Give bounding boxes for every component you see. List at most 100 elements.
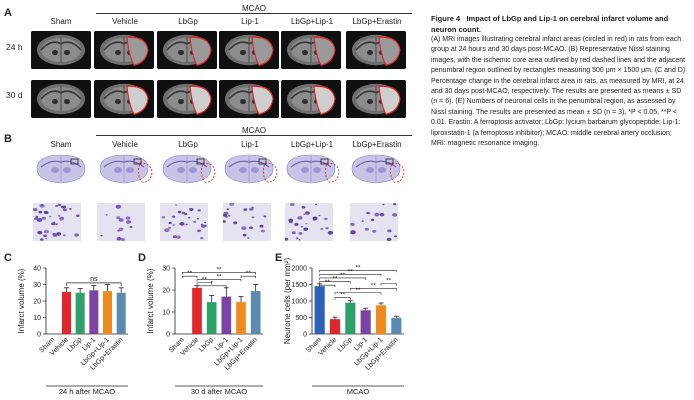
panel-a-row-30d: 30 d	[6, 90, 23, 100]
mri-image-lbgp-24h	[157, 31, 217, 69]
y-tick-label: 10	[162, 310, 170, 317]
sig-label: **	[246, 270, 252, 277]
x-axis-label: 30 d after MCAO	[191, 387, 247, 396]
panel-a-letter: A	[4, 7, 12, 19]
nissl-micrograph-sham	[33, 203, 81, 241]
sig-bracket	[350, 288, 397, 291]
mri-image-lbgp-lip-1-24h	[281, 31, 341, 69]
y-tick-label: 20	[33, 299, 41, 306]
ns-label: ns	[90, 276, 98, 283]
y-axis-label: Neurone cells (per mm²)	[283, 258, 292, 345]
bar-lbgp-erastin	[391, 317, 402, 334]
sig-label: **	[355, 264, 361, 271]
panel-b-header-lip1: Lip-1	[241, 140, 259, 149]
nissl-section-sham	[31, 149, 91, 189]
nissl-section-lip-1	[219, 149, 279, 189]
nissl-micrograph-lbgp-lip-1	[285, 203, 333, 241]
y-tick-label: 0	[37, 332, 41, 339]
bar-lip-1	[89, 290, 99, 334]
sig-label: **	[340, 292, 346, 299]
sig-bracket	[196, 282, 212, 285]
sig-bracket	[334, 297, 351, 300]
sig-label: **	[348, 268, 354, 275]
sig-label: **	[332, 276, 338, 283]
bar-vehicle	[61, 291, 72, 334]
panel-b-header-sham: Sham	[50, 140, 72, 149]
y-tick-label: 30	[33, 282, 41, 289]
mri-image-sham-24h	[31, 31, 91, 69]
panel-a-row-24h: 24 h	[6, 42, 23, 52]
nissl-micrograph-lip-1	[223, 203, 271, 241]
panel-c-letter: C	[4, 252, 12, 264]
panel-a-header-lbgp-erastin: LbGp+Erastin	[352, 17, 402, 26]
sig-label: **	[340, 272, 346, 279]
mri-image-lbgp-erastin-24h	[346, 31, 406, 69]
y-tick-label: 0	[166, 332, 170, 339]
nissl-micrograph-vehicle	[97, 203, 145, 241]
sig-label: **	[187, 270, 193, 277]
sig-label: *	[210, 280, 213, 287]
mri-image-lip-1-24h	[219, 31, 279, 69]
panel-a-header-lip1: Lip-1	[241, 17, 259, 26]
panel-b-mcao-line	[96, 135, 412, 136]
bar-lbgp-erastin	[116, 292, 126, 334]
x-axis-label: MCAO	[347, 387, 370, 396]
mri-image-lbgp-30d	[157, 80, 217, 118]
nissl-section-lbgp-lip-1	[281, 149, 341, 189]
bar-lip-1	[360, 310, 371, 334]
mri-image-vehicle-24h	[94, 31, 154, 69]
sig-label: **	[386, 278, 392, 285]
sig-label: **	[371, 282, 377, 289]
bar-vehicle	[329, 319, 341, 334]
sig-bracket	[196, 285, 227, 288]
bar-lbgp	[75, 292, 85, 334]
sig-label: **	[325, 279, 331, 286]
sig-bracket	[319, 270, 397, 273]
panel-a-mcao-label: MCAO	[242, 4, 266, 13]
nissl-micrograph-lbgp	[160, 203, 208, 241]
mri-image-lbgp-erastin-30d	[346, 80, 406, 118]
y-tick-label: 30	[162, 266, 170, 273]
y-axis-label: Infarct volume (%)	[17, 268, 26, 333]
panel-a-header-lbgp-lip1: LbGp+Lip-1	[290, 17, 334, 26]
figure-caption: Figure 4 Impact of LbGp and Lip-1 on cer…	[431, 14, 688, 149]
caption-title: Figure 4 Impact of LbGp and Lip-1 on cer…	[431, 14, 688, 35]
y-tick-label: 500	[295, 315, 307, 322]
bar-lbgp-lip-1	[236, 302, 246, 334]
caption-title-text: Impact of LbGp and Lip-1 on cerebral inf…	[431, 14, 669, 34]
panel-b-mcao-label: MCAO	[242, 126, 266, 135]
sig-bracket	[240, 275, 256, 279]
panel-d-letter: D	[138, 252, 146, 264]
panel-b-header-vehicle: Vehicle	[112, 140, 138, 149]
panel-b-header-lbgp-lip1: LbGp+Lip-1	[290, 140, 334, 149]
sig-bracket	[380, 283, 397, 286]
sig-bracket	[334, 292, 382, 295]
mri-image-vehicle-30d	[94, 80, 154, 118]
y-tick-label: 1500	[291, 282, 307, 289]
sig-label: **	[216, 266, 222, 273]
x-tick-label: LbGp	[198, 336, 215, 353]
nissl-section-lbgp-erastin	[346, 149, 406, 189]
sig-label: **	[202, 277, 208, 284]
nissl-micrograph-lbgp-erastin	[350, 203, 398, 241]
panel-a-header-sham: Sham	[50, 17, 72, 26]
x-tick-label: LbGp	[67, 336, 84, 353]
nissl-section-vehicle	[94, 149, 154, 189]
bar-lip-1	[221, 296, 232, 334]
y-tick-label: 10	[33, 315, 41, 322]
panel-b-header-lbgp-erastin: LbGp+Erastin	[352, 140, 402, 149]
sig-bracket	[182, 272, 256, 275]
sig-bracket	[319, 281, 351, 284]
caption-figure-no: Figure 4	[431, 14, 461, 23]
y-tick-label: 20	[162, 288, 170, 295]
sig-bracket	[196, 279, 242, 282]
panel-e-letter: E	[275, 252, 283, 264]
y-tick-label: 2000	[291, 266, 307, 273]
mri-image-lip-1-30d	[219, 80, 279, 118]
sig-bracket	[319, 277, 366, 280]
ns-bracket	[66, 282, 122, 286]
sig-bracket	[319, 273, 382, 277]
